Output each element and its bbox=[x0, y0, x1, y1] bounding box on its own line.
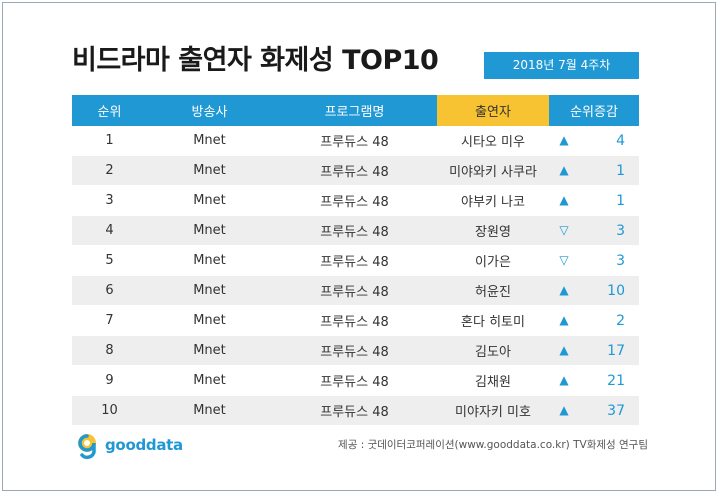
table-row: 9 Mnet 프루듀스 48 김채원 ▲ 21 bbox=[72, 365, 639, 396]
rank-cell: 10 bbox=[72, 395, 147, 426]
ranking-table: 순위 방송사 프로그램명 출연자 순위증감 1 Mnet 프루듀스 48 시타오 미우… bbox=[72, 95, 639, 426]
program-cell: 프루듀스 48 bbox=[272, 126, 437, 156]
change-arrow-cell: ▲ bbox=[549, 155, 579, 186]
triangle-up-icon: ▲ bbox=[559, 343, 569, 357]
rank-cell: 2 bbox=[72, 155, 147, 186]
change-value-cell: 3 bbox=[579, 245, 639, 276]
rank-cell: 4 bbox=[72, 215, 147, 246]
page-title: 비드라마 출연자 화제성 TOP10 bbox=[72, 45, 439, 76]
table-header-row: 순위 방송사 프로그램명 출연자 순위증감 bbox=[72, 95, 639, 126]
change-arrow-cell: ▲ bbox=[549, 185, 579, 216]
change-arrow-cell: ▲ bbox=[549, 126, 579, 156]
table-row: 4 Mnet 프루듀스 48 장원영 ▽ 3 bbox=[72, 215, 639, 246]
performer-cell: 미야자키 미호 bbox=[437, 395, 549, 426]
performer-cell: 이가은 bbox=[437, 245, 549, 276]
source-credit: 제공 : 굿데이터코퍼레이션(www.gooddata.co.kr) TV화제성… bbox=[338, 439, 648, 451]
table-row: 6 Mnet 프루듀스 48 허윤진 ▲ 10 bbox=[72, 275, 639, 306]
change-value-cell: 2 bbox=[579, 305, 639, 336]
table-row: 2 Mnet 프루듀스 48 미야와키 사쿠라 ▲ 1 bbox=[72, 155, 639, 186]
triangle-down-icon: ▽ bbox=[559, 253, 569, 267]
triangle-up-icon: ▲ bbox=[559, 283, 569, 297]
change-value-cell: 3 bbox=[579, 215, 639, 246]
channel-cell: Mnet bbox=[147, 335, 272, 366]
channel-cell: Mnet bbox=[147, 185, 272, 216]
channel-cell: Mnet bbox=[147, 215, 272, 246]
change-value-cell: 4 bbox=[579, 126, 639, 156]
program-cell: 프루듀스 48 bbox=[272, 395, 437, 426]
change-value-cell: 37 bbox=[579, 395, 639, 426]
change-value-cell: 17 bbox=[579, 335, 639, 366]
rank-cell: 8 bbox=[72, 335, 147, 366]
table-row: 7 Mnet 프루듀스 48 혼다 히토미 ▲ 2 bbox=[72, 305, 639, 336]
table-row: 3 Mnet 프루듀스 48 야부키 나코 ▲ 1 bbox=[72, 185, 639, 216]
triangle-down-icon: ▽ bbox=[559, 223, 569, 237]
infographic-frame bbox=[2, 2, 716, 491]
performer-cell: 장원영 bbox=[437, 215, 549, 246]
table-row: 5 Mnet 프루듀스 48 이가은 ▽ 3 bbox=[72, 245, 639, 276]
performer-cell: 허윤진 bbox=[437, 275, 549, 306]
change-arrow-cell: ▲ bbox=[549, 275, 579, 306]
change-arrow-cell: ▽ bbox=[549, 215, 579, 246]
header-performer: 출연자 bbox=[437, 95, 549, 126]
week-badge: 2018년 7월 4주차 bbox=[484, 52, 639, 79]
table-row: 8 Mnet 프루듀스 48 김도아 ▲ 17 bbox=[72, 335, 639, 366]
channel-cell: Mnet bbox=[147, 275, 272, 306]
performer-cell: 미야와키 사쿠라 bbox=[437, 155, 549, 186]
change-value-cell: 1 bbox=[579, 185, 639, 216]
header-channel: 방송사 bbox=[147, 95, 272, 126]
rank-cell: 7 bbox=[72, 305, 147, 336]
channel-cell: Mnet bbox=[147, 155, 272, 186]
channel-cell: Mnet bbox=[147, 305, 272, 336]
rank-cell: 6 bbox=[72, 275, 147, 306]
program-cell: 프루듀스 48 bbox=[272, 335, 437, 366]
change-value-cell: 10 bbox=[579, 275, 639, 306]
change-arrow-cell: ▲ bbox=[549, 305, 579, 336]
program-cell: 프루듀스 48 bbox=[272, 275, 437, 306]
table-row: 1 Mnet 프루듀스 48 시타오 미우 ▲ 4 bbox=[72, 126, 639, 156]
change-arrow-cell: ▲ bbox=[549, 335, 579, 366]
change-arrow-cell: ▽ bbox=[549, 245, 579, 276]
performer-cell: 야부키 나코 bbox=[437, 185, 549, 216]
program-cell: 프루듀스 48 bbox=[272, 185, 437, 216]
program-cell: 프루듀스 48 bbox=[272, 155, 437, 186]
performer-cell: 김도아 bbox=[437, 335, 549, 366]
table-row: 10 Mnet 프루듀스 48 미야자키 미호 ▲ 37 bbox=[72, 395, 639, 426]
program-cell: 프루듀스 48 bbox=[272, 245, 437, 276]
triangle-up-icon: ▲ bbox=[559, 373, 569, 387]
gooddata-logo: gooddata bbox=[72, 430, 183, 460]
channel-cell: Mnet bbox=[147, 126, 272, 156]
triangle-up-icon: ▲ bbox=[559, 163, 569, 177]
change-value-cell: 1 bbox=[579, 155, 639, 186]
performer-cell: 시타오 미우 bbox=[437, 126, 549, 156]
header-program: 프로그램명 bbox=[272, 95, 437, 126]
change-arrow-cell: ▲ bbox=[549, 395, 579, 426]
rank-cell: 5 bbox=[72, 245, 147, 276]
rank-cell: 9 bbox=[72, 365, 147, 396]
header-rank-change: 순위증감 bbox=[549, 95, 639, 126]
triangle-up-icon: ▲ bbox=[559, 403, 569, 417]
triangle-up-icon: ▲ bbox=[559, 313, 569, 327]
change-arrow-cell: ▲ bbox=[549, 365, 579, 396]
header-rank: 순위 bbox=[72, 95, 147, 126]
channel-cell: Mnet bbox=[147, 395, 272, 426]
rank-cell: 1 bbox=[72, 126, 147, 156]
triangle-up-icon: ▲ bbox=[559, 193, 569, 207]
channel-cell: Mnet bbox=[147, 245, 272, 276]
program-cell: 프루듀스 48 bbox=[272, 365, 437, 396]
rank-cell: 3 bbox=[72, 185, 147, 216]
channel-cell: Mnet bbox=[147, 365, 272, 396]
change-value-cell: 21 bbox=[579, 365, 639, 396]
program-cell: 프루듀스 48 bbox=[272, 215, 437, 246]
program-cell: 프루듀스 48 bbox=[272, 305, 437, 336]
performer-cell: 혼다 히토미 bbox=[437, 305, 549, 336]
triangle-up-icon: ▲ bbox=[559, 133, 569, 147]
gooddata-logo-icon bbox=[78, 434, 96, 460]
logo-text: gooddata bbox=[105, 436, 183, 454]
performer-cell: 김채원 bbox=[437, 365, 549, 396]
